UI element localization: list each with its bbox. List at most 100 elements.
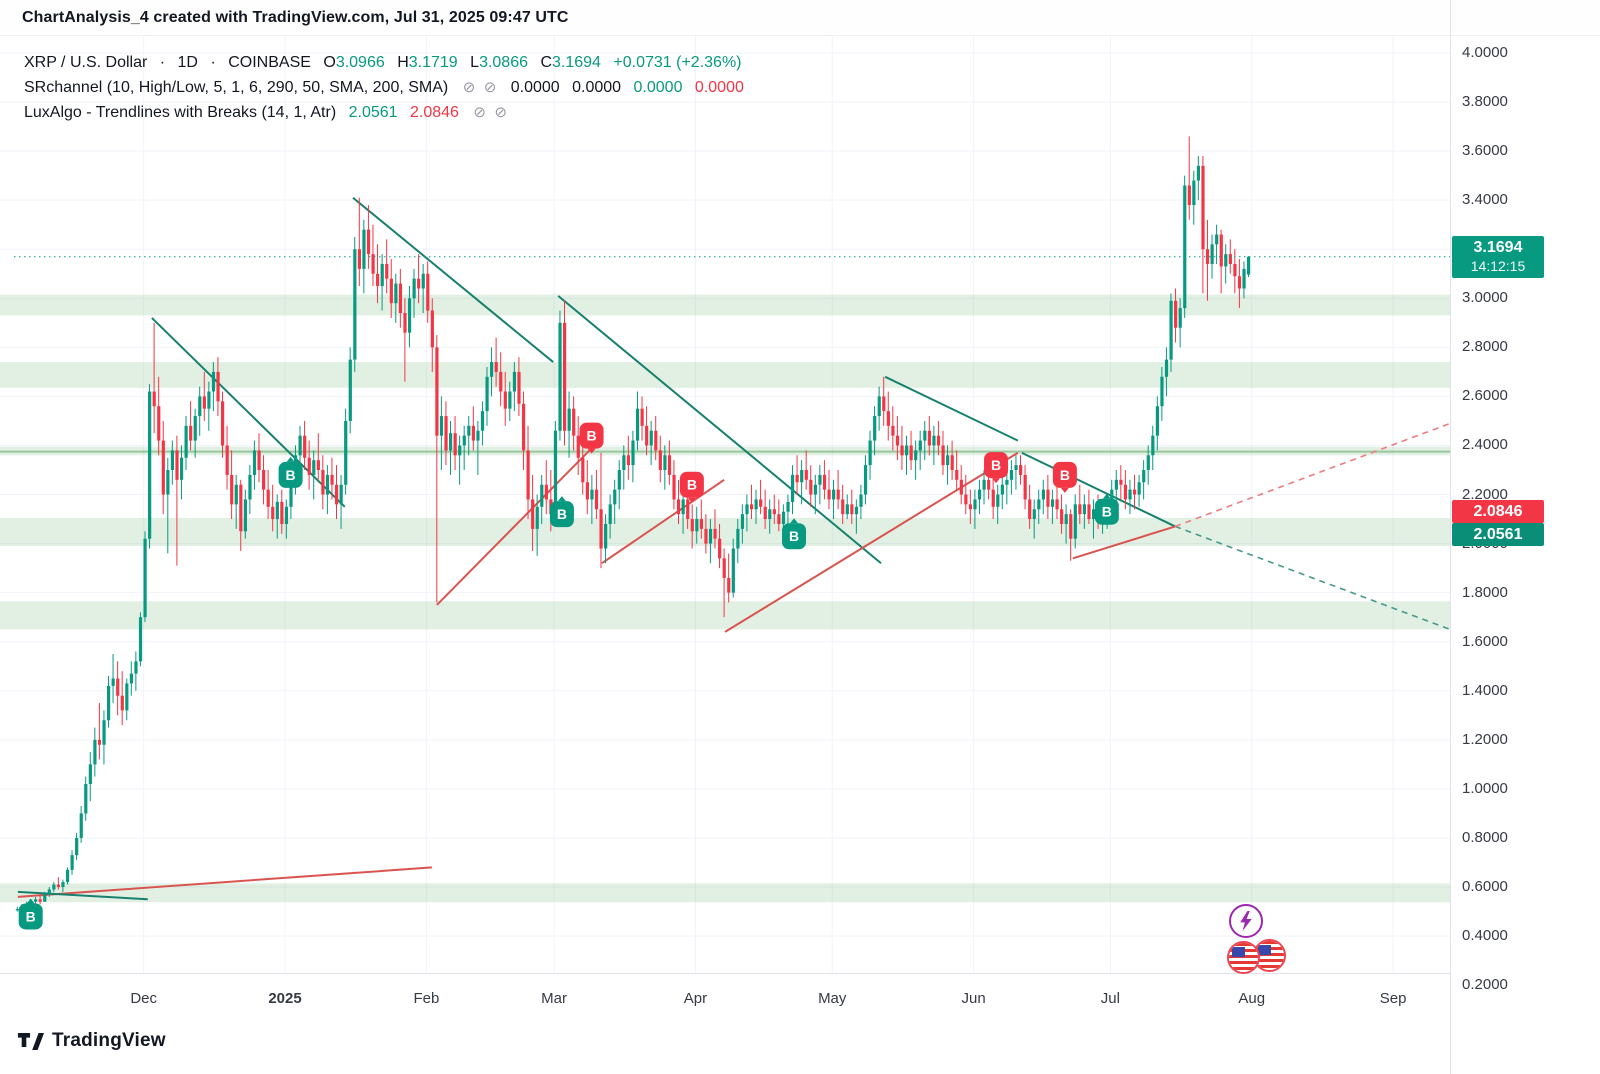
candle-body[interactable] xyxy=(955,470,959,480)
candle-body[interactable] xyxy=(93,739,97,765)
trendline-teal[interactable] xyxy=(884,375,1019,442)
candle-body[interactable] xyxy=(421,273,425,289)
candle-body[interactable] xyxy=(1137,482,1141,495)
candle-body[interactable] xyxy=(786,501,790,512)
candle-body[interactable] xyxy=(1224,254,1228,267)
candle-body[interactable] xyxy=(791,474,795,502)
candle-body[interactable] xyxy=(708,528,713,544)
candle-body[interactable] xyxy=(207,391,211,409)
trendline-red[interactable] xyxy=(601,478,725,565)
candle-body[interactable] xyxy=(1019,465,1023,475)
candle-body[interactable] xyxy=(1078,504,1082,515)
candle-body[interactable] xyxy=(886,411,890,426)
candle-body[interactable] xyxy=(125,683,129,711)
candle-body[interactable] xyxy=(362,229,366,269)
candle-body[interactable] xyxy=(335,484,339,505)
candle-body[interactable] xyxy=(914,450,918,461)
candle-body[interactable] xyxy=(56,884,61,888)
candle-body[interactable] xyxy=(567,408,571,431)
candle-body[interactable] xyxy=(494,362,498,372)
candle-body[interactable] xyxy=(1119,479,1123,485)
trendline-teal[interactable] xyxy=(17,890,148,901)
candle-body[interactable] xyxy=(1069,514,1073,539)
candle-body[interactable] xyxy=(1164,359,1169,377)
candle-body[interactable] xyxy=(403,313,407,333)
candle-body[interactable] xyxy=(663,455,667,471)
candle-body[interactable] xyxy=(371,254,375,274)
candle-body[interactable] xyxy=(189,425,193,441)
candle-body[interactable] xyxy=(357,249,361,269)
candle-body[interactable] xyxy=(1219,234,1223,267)
candle-body[interactable] xyxy=(1110,489,1114,502)
candle-body[interactable] xyxy=(508,391,512,409)
candle-body[interactable] xyxy=(622,455,626,471)
candle-body[interactable] xyxy=(70,855,74,870)
candle-body[interactable] xyxy=(804,470,808,480)
candle-body[interactable] xyxy=(713,528,717,539)
candle-body[interactable] xyxy=(439,416,444,436)
candle-body[interactable] xyxy=(1169,300,1173,360)
candle-body[interactable] xyxy=(179,457,184,480)
trendline-teal[interactable] xyxy=(1021,451,1176,528)
candle-body[interactable] xyxy=(120,695,124,711)
symbol-name[interactable]: XRP / U.S. Dollar xyxy=(24,54,148,71)
candle-body[interactable] xyxy=(704,528,708,544)
candle-body[interactable] xyxy=(1160,376,1164,407)
candle-body[interactable] xyxy=(1247,256,1251,275)
candle-body[interactable] xyxy=(763,506,767,520)
luxalgo-label[interactable]: LuxAlgo - Trendlines with Breaks (14, 1,… xyxy=(24,104,337,121)
trendline-red[interactable] xyxy=(17,866,432,898)
candle-body[interactable] xyxy=(426,273,430,311)
candle-body[interactable] xyxy=(65,869,70,883)
candle-body[interactable] xyxy=(444,416,448,451)
candle-body[interactable] xyxy=(946,455,950,466)
candle-body[interactable] xyxy=(576,435,580,458)
candle-body[interactable] xyxy=(526,450,530,500)
candle-body[interactable] xyxy=(859,494,863,507)
symbol-interval[interactable]: 1D xyxy=(177,54,198,71)
candle-body[interactable] xyxy=(608,504,612,524)
candle-body[interactable] xyxy=(740,514,745,529)
candle-body[interactable] xyxy=(891,425,895,436)
candle-body[interactable] xyxy=(243,499,247,532)
candle-body[interactable] xyxy=(1155,406,1159,436)
candle-body[interactable] xyxy=(626,455,631,466)
candle-body[interactable] xyxy=(107,685,111,721)
trendline-red[interactable] xyxy=(1072,525,1176,560)
candle-body[interactable] xyxy=(471,425,475,441)
candle-body[interactable] xyxy=(1046,489,1050,507)
candle-body[interactable] xyxy=(718,538,722,559)
candle-body[interactable] xyxy=(307,457,311,475)
candle-body[interactable] xyxy=(895,435,900,446)
trendline-teal[interactable] xyxy=(557,295,882,564)
candle-body[interactable] xyxy=(152,391,156,407)
candle-body[interactable] xyxy=(230,474,234,505)
candle-body[interactable] xyxy=(617,470,621,490)
candle-body[interactable] xyxy=(166,470,170,495)
candle-body[interactable] xyxy=(271,506,275,520)
candle-body[interactable] xyxy=(932,435,936,446)
candle-body[interactable] xyxy=(1215,234,1219,245)
candle-body[interactable] xyxy=(731,548,735,593)
candle-body[interactable] xyxy=(809,479,813,495)
candle-body[interactable] xyxy=(795,474,799,483)
candle-body[interactable] xyxy=(1128,489,1132,500)
candle-body[interactable] xyxy=(34,899,38,902)
candle-body[interactable] xyxy=(991,489,995,507)
candle-body[interactable] xyxy=(298,435,302,456)
candle-body[interactable] xyxy=(836,489,840,500)
candle-body[interactable] xyxy=(531,499,535,529)
trendline-teal-dashed[interactable] xyxy=(1174,525,1451,631)
candle-body[interactable] xyxy=(47,889,51,895)
candle-body[interactable] xyxy=(1242,268,1246,289)
candle-body[interactable] xyxy=(540,484,544,507)
candle-body[interactable] xyxy=(1055,499,1059,510)
candle-body[interactable] xyxy=(116,678,120,696)
candle-body[interactable] xyxy=(467,425,471,436)
candle-body[interactable] xyxy=(772,509,776,515)
candle-body[interactable] xyxy=(590,489,594,500)
mute-icon[interactable]: ⊘ xyxy=(483,79,497,96)
candle-body[interactable] xyxy=(918,440,922,451)
candle-body[interactable] xyxy=(854,506,859,515)
candle-body[interactable] xyxy=(248,474,252,500)
